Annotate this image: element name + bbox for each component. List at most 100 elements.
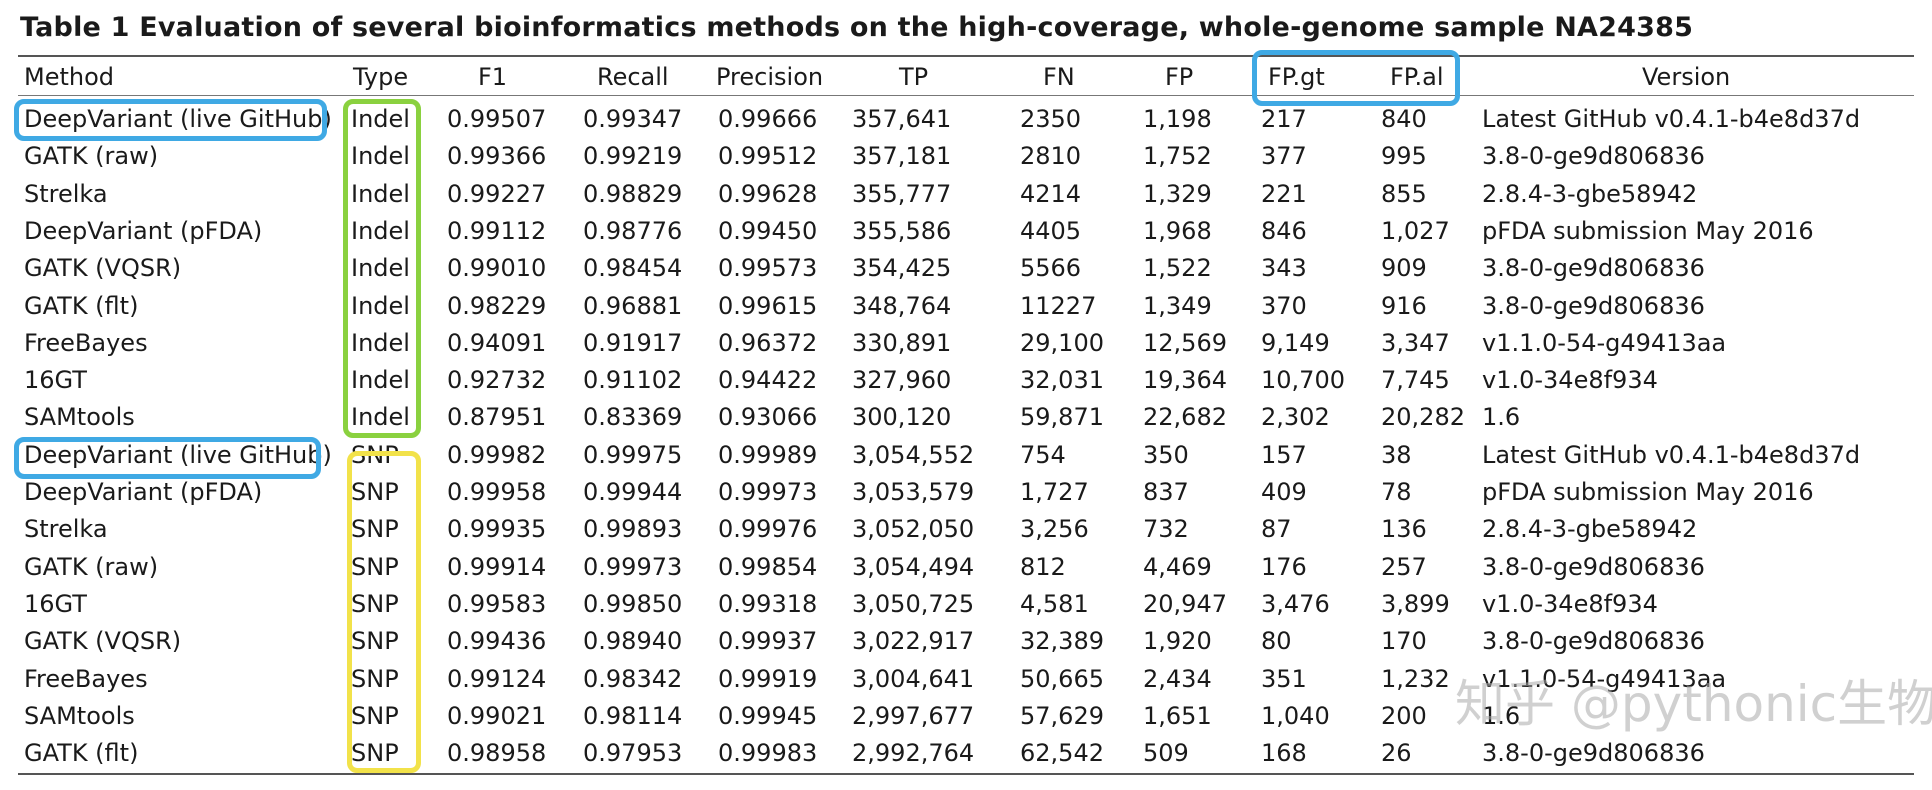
cell-fp: 1,522 <box>1143 254 1212 283</box>
cell-f1: 0.99436 <box>447 627 547 656</box>
cell-fn: 2350 <box>1020 105 1082 133</box>
cell-fn: 1,727 <box>1020 478 1089 506</box>
cell-fn: 2810 <box>1020 142 1082 171</box>
cell-recall: 0.99347 <box>583 105 683 133</box>
cell-recall: 0.98829 <box>583 179 683 208</box>
cell-tp: 2,997,677 <box>852 701 975 730</box>
cell-fn: 11227 <box>1020 291 1097 320</box>
cell-fp-gt: 168 <box>1261 739 1307 768</box>
cell-f1: 0.99507 <box>447 105 547 133</box>
cell-fp: 732 <box>1143 515 1189 544</box>
cell-fp-al: 995 <box>1381 142 1427 171</box>
cell-fp-al: 38 <box>1381 440 1412 469</box>
cell-version: 3.8-0-ge9d806836 <box>1482 142 1705 171</box>
cell-fp-al: 916 <box>1381 291 1427 320</box>
header-fp: FP <box>1165 63 1194 91</box>
cell-recall: 0.98940 <box>583 627 683 656</box>
cell-precision: 0.99318 <box>718 589 818 618</box>
cell-fn: 4214 <box>1020 179 1082 208</box>
cell-method: DeepVariant (live GitHub) <box>24 440 332 469</box>
cell-recall: 0.99850 <box>583 589 683 618</box>
header-type: Type <box>353 63 409 91</box>
cell-type: Indel <box>351 105 410 133</box>
cell-type: Indel <box>351 366 410 395</box>
cell-tp: 3,004,641 <box>852 664 975 693</box>
cell-recall: 0.91102 <box>583 366 683 395</box>
cell-fp-al: 909 <box>1381 254 1427 283</box>
cell-f1: 0.94091 <box>447 328 547 357</box>
cell-fn: 4,581 <box>1020 589 1089 618</box>
cell-tp: 3,052,050 <box>852 515 975 544</box>
cell-fp-gt: 409 <box>1261 478 1307 506</box>
cell-recall: 0.99973 <box>583 552 683 581</box>
cell-precision: 0.99973 <box>718 478 818 506</box>
cell-fp-al: 3,899 <box>1381 589 1450 618</box>
cell-version: pFDA submission May 2016 <box>1482 478 1814 506</box>
cell-version: v1.1.0-54-g49413aa <box>1482 328 1727 357</box>
cell-fp-al: 1,232 <box>1381 664 1450 693</box>
cell-tp: 3,054,552 <box>852 440 975 469</box>
cell-fp: 22,682 <box>1143 403 1227 432</box>
cell-version: 1.6 <box>1482 701 1521 730</box>
cell-type: SNP <box>351 739 399 768</box>
cell-precision: 0.99945 <box>718 701 818 730</box>
cell-type: Indel <box>351 403 410 432</box>
cell-fp-gt: 846 <box>1261 216 1307 245</box>
cell-method: DeepVariant (pFDA) <box>24 478 263 506</box>
cell-fp-gt: 370 <box>1261 291 1307 320</box>
cell-version: 1.6 <box>1482 403 1521 432</box>
cell-recall: 0.97953 <box>583 739 683 768</box>
cell-fp-al: 200 <box>1381 701 1427 730</box>
cell-type: Indel <box>351 179 410 208</box>
cell-precision: 0.99628 <box>718 179 818 208</box>
cell-fp-gt: 1,040 <box>1261 701 1330 730</box>
cell-version: v1.1.0-54-g49413aa <box>1482 664 1727 693</box>
cell-fp: 19,364 <box>1143 366 1227 395</box>
cell-f1: 0.99583 <box>447 589 547 618</box>
cell-recall: 0.99944 <box>583 478 683 506</box>
cell-type: SNP <box>351 552 399 581</box>
cell-fp-al: 855 <box>1381 179 1427 208</box>
cell-recall: 0.98454 <box>583 254 683 283</box>
cell-recall: 0.96881 <box>583 291 683 320</box>
cell-fp-al: 78 <box>1381 478 1412 506</box>
cell-method: 16GT <box>24 366 87 395</box>
cell-fp-al: 136 <box>1381 515 1427 544</box>
cell-fp-gt: 176 <box>1261 552 1307 581</box>
top-rule <box>18 55 1914 57</box>
cell-fp-gt: 3,476 <box>1261 589 1330 618</box>
cell-fn: 3,256 <box>1020 515 1089 544</box>
cell-method: GATK (VQSR) <box>24 627 182 656</box>
cell-precision: 0.99983 <box>718 739 818 768</box>
cell-method: GATK (flt) <box>24 739 139 768</box>
cell-version: v1.0-34e8f934 <box>1482 366 1658 395</box>
cell-tp: 3,053,579 <box>852 478 975 506</box>
cell-tp: 355,586 <box>852 216 952 245</box>
cell-fp-gt: 221 <box>1261 179 1307 208</box>
cell-type: Indel <box>351 216 410 245</box>
cell-fp-gt: 343 <box>1261 254 1307 283</box>
cell-f1: 0.99366 <box>447 142 547 171</box>
cell-method: GATK (raw) <box>24 142 159 171</box>
cell-precision: 0.99512 <box>718 142 818 171</box>
cell-fp-gt: 2,302 <box>1261 403 1330 432</box>
cell-recall: 0.98776 <box>583 216 683 245</box>
cell-type: Indel <box>351 254 410 283</box>
cell-method: Strelka <box>24 179 108 208</box>
cell-precision: 0.94422 <box>718 366 818 395</box>
cell-fp-al: 26 <box>1381 739 1412 768</box>
cell-f1: 0.99021 <box>447 701 547 730</box>
cell-method: SAMtools <box>24 701 135 730</box>
cell-f1: 0.99227 <box>447 179 547 208</box>
cell-f1: 0.99914 <box>447 552 547 581</box>
cell-type: SNP <box>351 440 399 469</box>
cell-method: DeepVariant (live GitHub) <box>24 105 332 133</box>
cell-recall: 0.91917 <box>583 328 683 357</box>
cell-method: FreeBayes <box>24 328 148 357</box>
cell-type: SNP <box>351 664 399 693</box>
cell-version: 3.8-0-ge9d806836 <box>1482 291 1705 320</box>
cell-fp-gt: 377 <box>1261 142 1307 171</box>
cell-fp-gt: 217 <box>1261 105 1307 133</box>
cell-method: GATK (flt) <box>24 291 139 320</box>
cell-fn: 5566 <box>1020 254 1082 283</box>
